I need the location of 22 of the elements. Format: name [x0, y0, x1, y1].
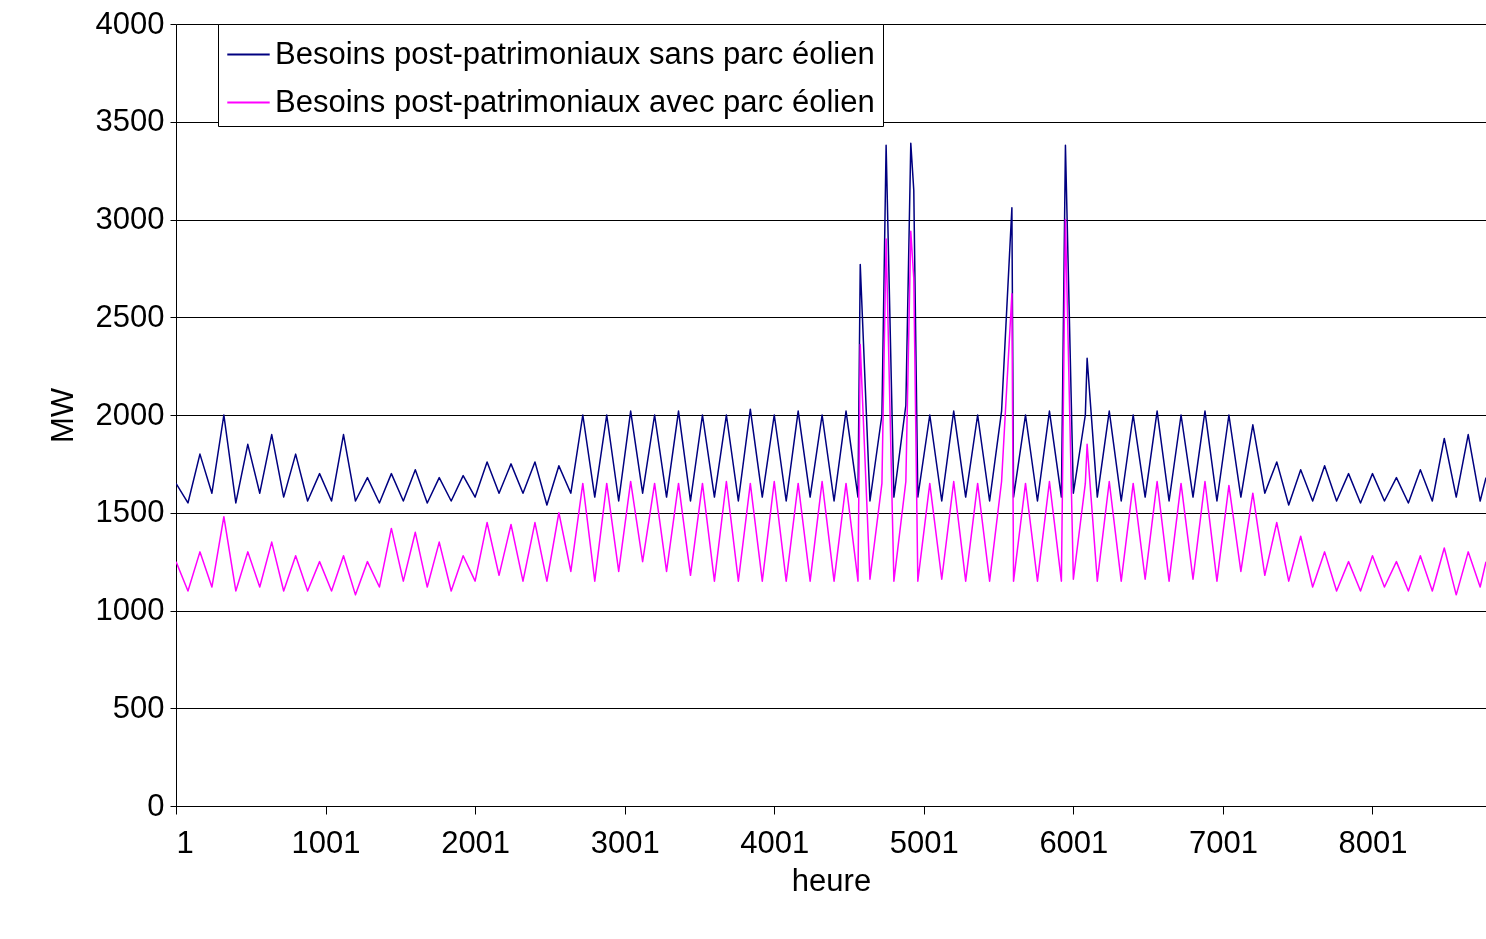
legend-label: Besoins post-patrimoniaux avec parc éolien — [275, 83, 875, 119]
y-tick-label: 500 — [112, 689, 165, 725]
legend-label: Besoins post-patrimoniaux sans parc éolien — [275, 35, 875, 71]
x-axis-title: heure — [791, 862, 872, 898]
y-tick-label: 1500 — [95, 494, 165, 530]
x-tick-label: 3001 — [590, 824, 660, 860]
x-tick-label: 1001 — [291, 824, 361, 860]
y-tick-label: 1000 — [95, 592, 165, 627]
y-tick-label: 2500 — [95, 298, 165, 334]
y-tick-label: 3500 — [95, 103, 165, 139]
x-tick-label: 8001 — [1338, 824, 1408, 860]
x-tick-label: 4001 — [740, 824, 810, 860]
y-axis-title: MW — [44, 387, 80, 444]
y-tick-label: 2000 — [95, 396, 165, 432]
x-tick-label: 2001 — [441, 824, 511, 860]
x-tick-label: 7001 — [1188, 824, 1258, 860]
x-tick-label: 5001 — [889, 824, 959, 860]
x-tick-label: 1 — [176, 824, 194, 860]
y-tick-label: 0 — [147, 787, 165, 823]
y-tick-label: 4000 — [95, 5, 165, 41]
x-tick-label: 6001 — [1039, 824, 1109, 860]
y-tick-label: 3000 — [95, 201, 165, 236]
